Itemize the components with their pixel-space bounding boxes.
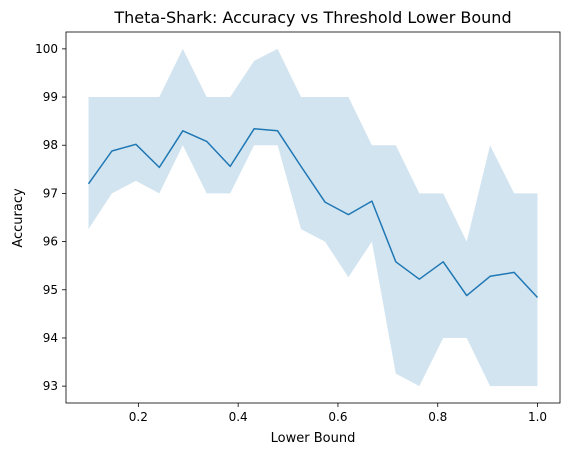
data-point — [324, 201, 327, 204]
data-point — [158, 166, 161, 169]
data-point — [276, 129, 279, 132]
data-point — [536, 296, 539, 299]
x-tick-label: 0.4 — [229, 410, 248, 424]
data-point — [181, 129, 184, 132]
x-axis-ticks: 0.2 0.4 0.6 0.8 1.0 — [129, 403, 547, 424]
y-tick-label: 95 — [43, 283, 58, 297]
x-tick-label: 0.8 — [428, 410, 447, 424]
series-line-layer — [87, 127, 539, 299]
y-axis-ticks: 93 94 95 96 97 98 99 100 — [35, 42, 66, 393]
data-point — [300, 165, 303, 168]
accuracy-line — [87, 128, 539, 299]
y-tick-label: 99 — [43, 90, 58, 104]
data-point — [87, 182, 90, 185]
y-tick-label: 93 — [43, 379, 58, 393]
x-axis-label: Lower Bound — [271, 431, 356, 446]
x-tick-label: 0.6 — [328, 410, 347, 424]
axes-layer — [65, 31, 561, 404]
confidence-band-layer — [88, 48, 538, 387]
data-point — [229, 165, 232, 168]
y-tick-label: 98 — [43, 138, 58, 152]
x-tick-label: 1.0 — [528, 410, 547, 424]
confidence-band — [88, 48, 538, 387]
y-tick-label: 100 — [35, 42, 58, 56]
y-tick-label: 97 — [43, 186, 58, 200]
data-point — [489, 275, 492, 278]
data-point — [418, 278, 421, 281]
data-point — [347, 213, 350, 216]
data-point — [442, 260, 445, 263]
data-point — [134, 143, 137, 146]
y-tick-label: 96 — [43, 235, 58, 249]
data-point — [465, 294, 468, 297]
data-point — [253, 127, 256, 130]
data-point — [370, 200, 373, 203]
data-point — [513, 271, 516, 274]
y-tick-label: 94 — [43, 331, 58, 345]
x-tick-label: 0.2 — [129, 410, 148, 424]
data-point — [110, 150, 113, 153]
chart-title: Theta-Shark: Accuracy vs Threshold Lower… — [113, 8, 511, 27]
data-point — [205, 140, 208, 143]
y-axis-label: Accuracy — [11, 188, 26, 248]
data-point — [394, 260, 397, 263]
plot-frame — [65, 31, 561, 404]
